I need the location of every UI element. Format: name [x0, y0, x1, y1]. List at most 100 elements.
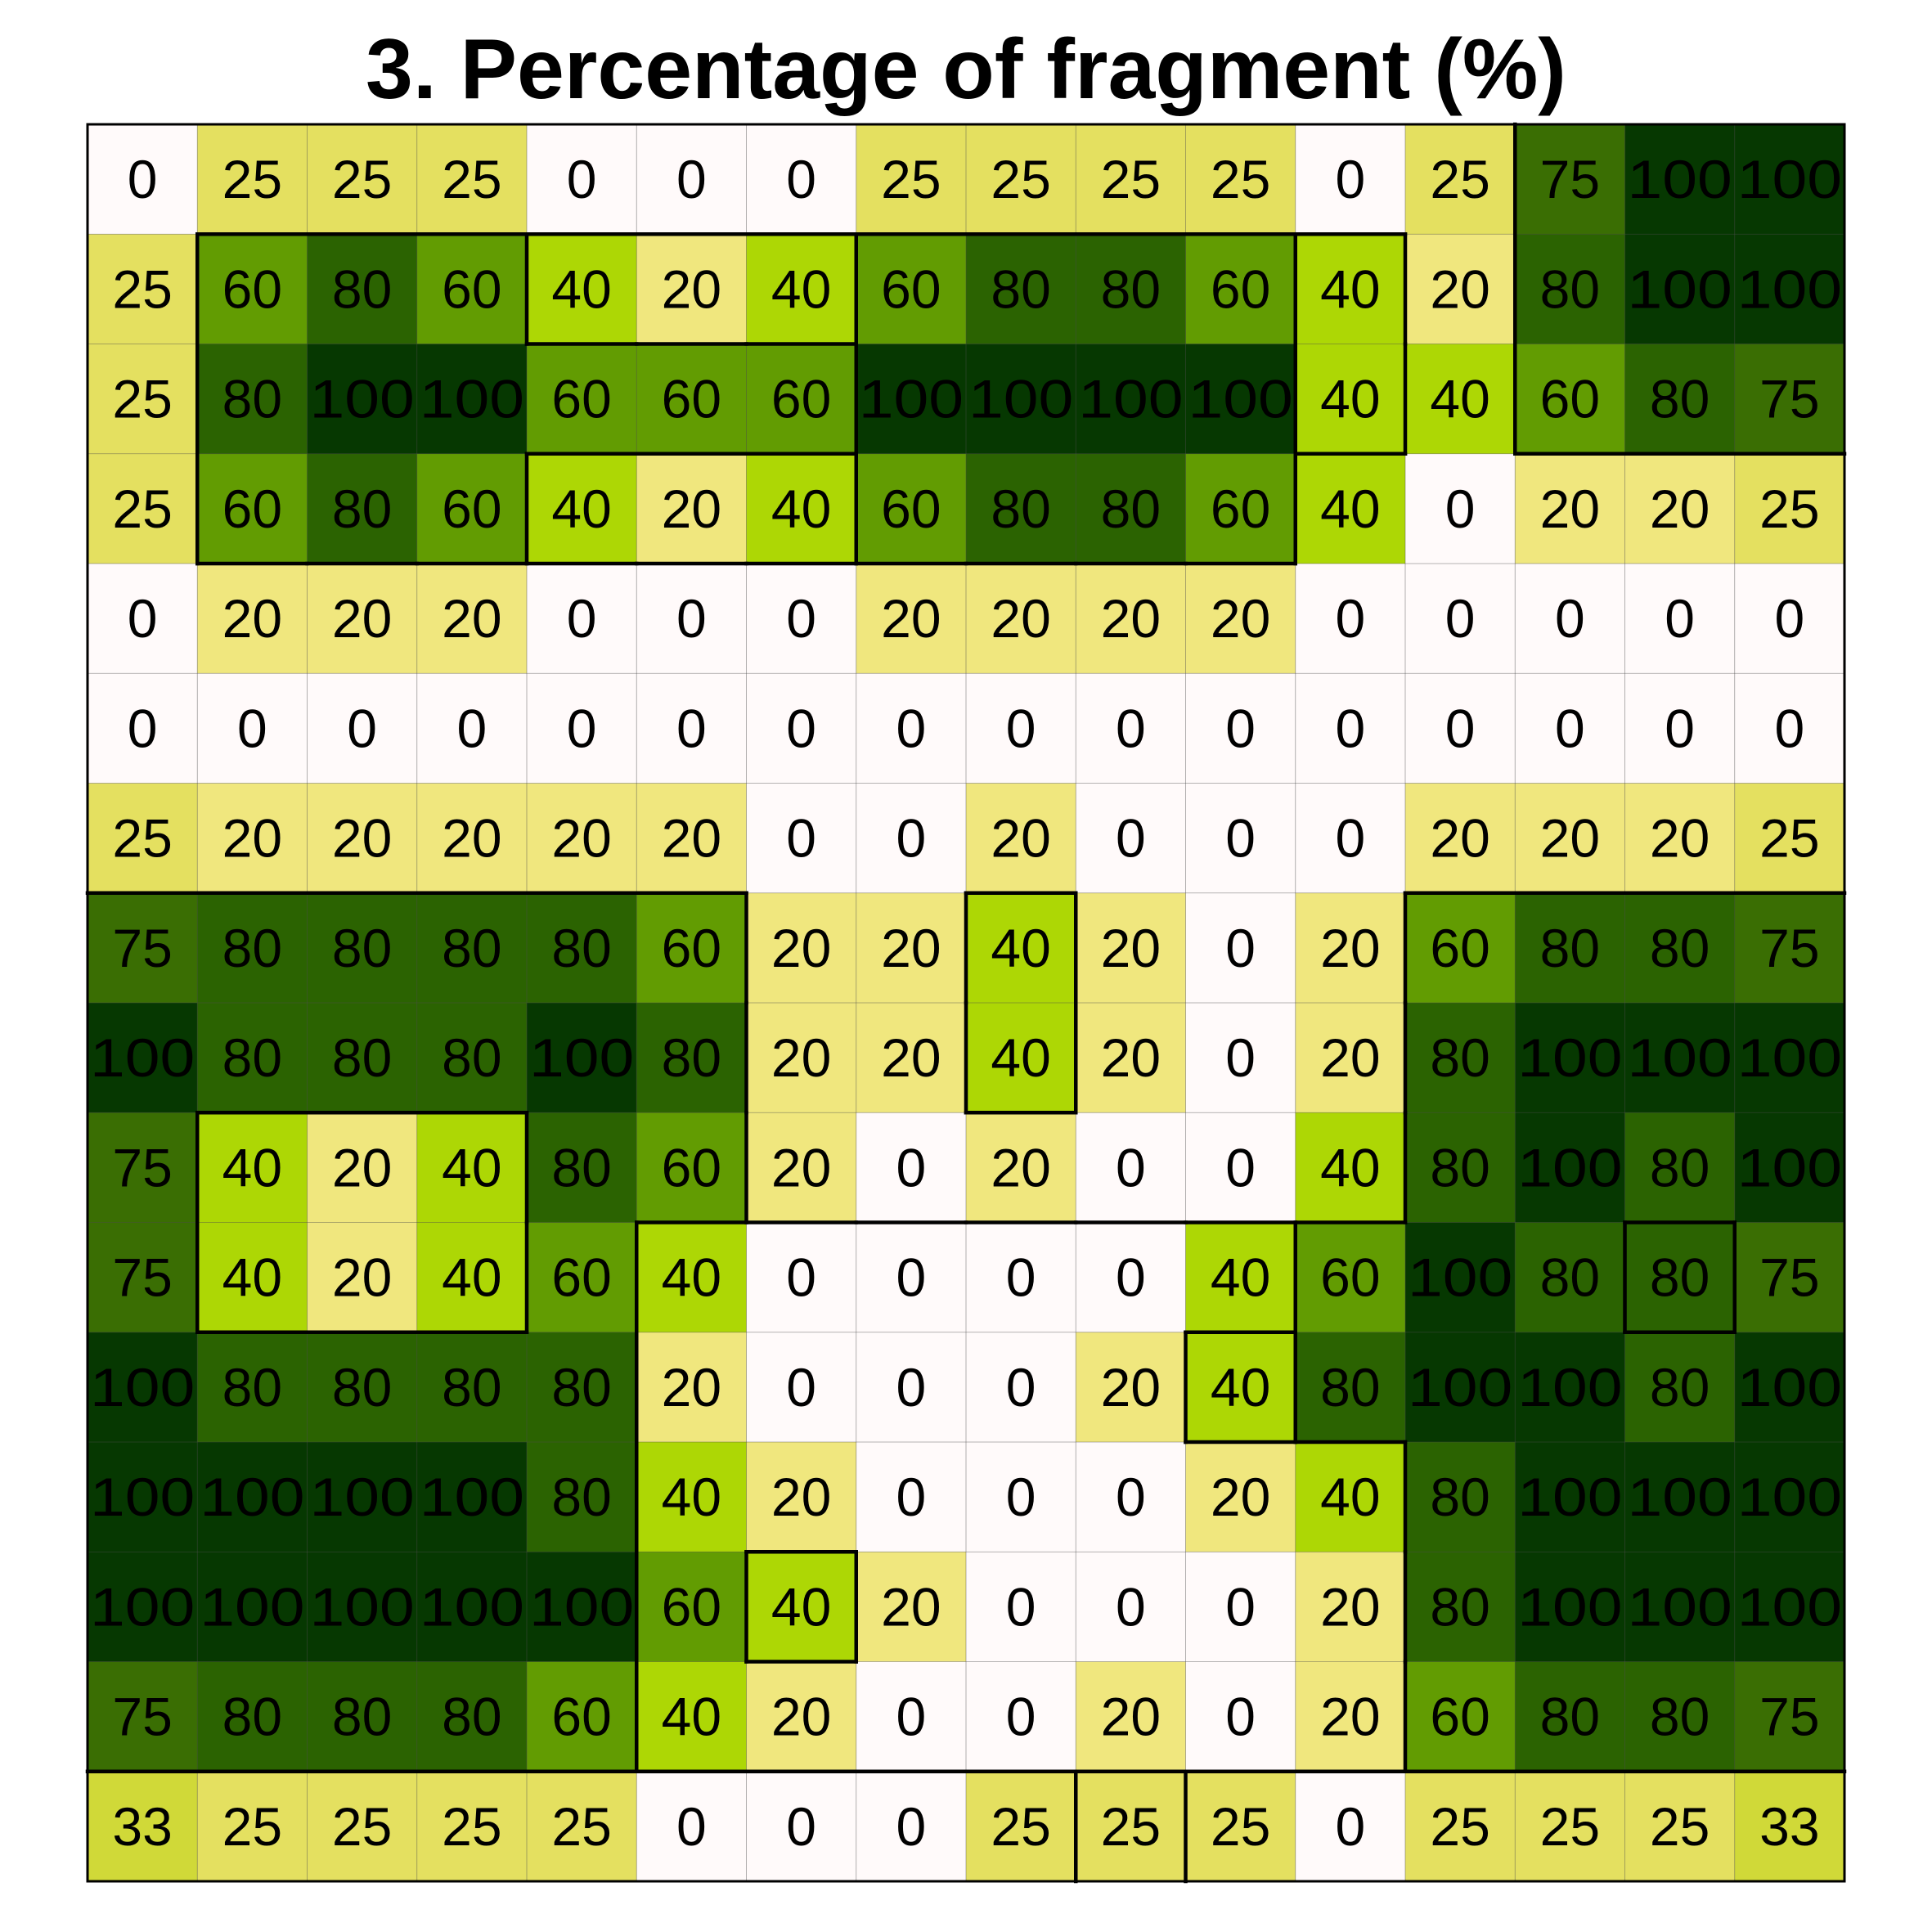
heatmap-cell-r14-c11	[1295, 1661, 1406, 1772]
cell-label-r3-c7: 60	[881, 479, 941, 539]
cell-label-r4-c12: 0	[1445, 588, 1476, 649]
heatmap-cell-r5-c2	[307, 673, 418, 784]
heatmap-cell-r12-c8	[966, 1442, 1076, 1552]
heatmap-cell-r15-c0	[88, 1771, 198, 1882]
cell-label-r15-c4: 25	[551, 1796, 611, 1857]
cell-label-r6-c12: 20	[1430, 808, 1489, 869]
cell-label-r4-c7: 20	[881, 588, 941, 649]
cell-label-r3-c5: 20	[662, 479, 721, 539]
heatmap-cell-r15-c9	[1076, 1771, 1186, 1882]
cell-label-r12-c11: 40	[1320, 1467, 1380, 1527]
heatmap-cell-r5-c14	[1624, 673, 1736, 784]
cell-label-r3-c15: 25	[1759, 479, 1819, 539]
heatmap-cell-r14-c1	[197, 1661, 308, 1772]
heatmap-cell-r6-c2	[307, 783, 418, 894]
heatmap-cell-r6-c8	[966, 783, 1076, 894]
cell-label-r10-c14: 80	[1650, 1247, 1710, 1308]
heatmap-cell-r14-c5	[636, 1661, 747, 1772]
cell-label-r11-c8: 0	[1006, 1357, 1036, 1418]
cell-label-r1-c10: 60	[1211, 258, 1270, 319]
heatmap-cell-r10-c12	[1405, 1222, 1516, 1333]
heatmap-cell-r12-c6	[746, 1442, 857, 1552]
cell-label-r10-c9: 0	[1116, 1247, 1146, 1308]
heatmap-cell-r3-c1	[197, 453, 308, 564]
heatmap-cell-r8-c7	[856, 1003, 967, 1113]
cell-label-r7-c7: 20	[881, 918, 941, 978]
cell-label-r14-c1: 80	[222, 1687, 282, 1747]
heatmap-cell-r13-c8	[966, 1552, 1076, 1662]
heatmap-cell-r5-c12	[1405, 673, 1516, 784]
cell-label-r2-c15: 75	[1759, 369, 1819, 429]
cell-label-r14-c8: 0	[1006, 1687, 1036, 1747]
cell-label-r2-c14: 80	[1650, 369, 1710, 429]
cell-label-r9-c5: 60	[662, 1137, 721, 1197]
cell-label-r15-c12: 25	[1430, 1796, 1489, 1857]
heatmap-cell-r7-c5	[636, 892, 747, 1004]
heatmap-cell-r10-c7	[856, 1222, 967, 1333]
cell-label-r6-c15: 25	[1759, 808, 1819, 869]
cell-label-r8-c5: 80	[662, 1027, 721, 1088]
cell-label-r1-c2: 80	[332, 258, 392, 319]
heatmap-cell-r7-c13	[1515, 892, 1625, 1004]
cell-label-r6-c3: 20	[442, 808, 501, 869]
cell-label-r4-c15: 0	[1775, 588, 1805, 649]
cell-label-r8-c8: 40	[991, 1027, 1050, 1088]
heatmap-cell-r5-c15	[1734, 673, 1845, 784]
cell-label-r1-c12: 20	[1430, 258, 1489, 319]
cell-label-r12-c4: 80	[551, 1467, 611, 1527]
heatmap-cell-r14-c10	[1185, 1661, 1296, 1772]
heatmap-cell-r10-c3	[416, 1222, 528, 1333]
heatmap-cell-r0-c1	[197, 124, 308, 235]
cell-label-r6-c6: 0	[786, 808, 816, 869]
cell-label-r0-c5: 0	[676, 149, 707, 209]
plot-frame	[86, 123, 1846, 1883]
heatmap-cell-r0-c3	[416, 124, 528, 235]
cell-label-r2-c13: 60	[1540, 369, 1600, 429]
cell-label-r0-c8: 25	[991, 149, 1050, 209]
cell-label-r6-c13: 20	[1540, 808, 1600, 869]
heatmap-cell-r13-c1	[197, 1552, 308, 1662]
cell-label-r15-c5: 0	[676, 1796, 707, 1857]
heatmap-cell-r14-c9	[1076, 1661, 1186, 1772]
heatmap-cell-r7-c8	[966, 892, 1076, 1004]
heatmap-cell-r1-c4	[527, 234, 637, 344]
heatmap-cell-r8-c14	[1624, 1003, 1736, 1113]
heatmap-cell-r5-c10	[1185, 673, 1296, 784]
cell-label-r1-c4: 40	[551, 258, 611, 319]
cell-label-r0-c13: 75	[1540, 149, 1600, 209]
heatmap-cell-r4-c12	[1405, 564, 1516, 674]
heatmap-cell-r9-c0	[88, 1112, 198, 1223]
heatmap-cell-r2-c8	[966, 344, 1076, 455]
heatmap-cell-r0-c4	[527, 124, 637, 235]
heatmap-cell-r7-c15	[1734, 892, 1845, 1004]
heatmap-cell-r3-c7	[856, 453, 967, 564]
cell-label-r10-c4: 60	[551, 1247, 611, 1308]
cell-label-r8-c0: 100	[90, 1027, 195, 1088]
cell-label-r13-c1: 100	[200, 1576, 304, 1637]
heatmap-cell-r10-c6	[746, 1222, 857, 1333]
heatmap-cell-r11-c8	[966, 1332, 1076, 1443]
heatmap-cell-r1-c11	[1295, 234, 1406, 344]
heatmap-cell-r3-c3	[416, 453, 528, 564]
heatmap-cell-r12-c0	[88, 1442, 198, 1552]
cell-label-r5-c15: 0	[1775, 698, 1805, 758]
cell-label-r6-c10: 0	[1225, 808, 1256, 869]
heatmap-cell-r3-c11	[1295, 453, 1406, 564]
heatmap-cell-r14-c13	[1515, 1661, 1625, 1772]
heatmap-cell-r13-c7	[856, 1552, 967, 1662]
cell-label-r15-c14: 25	[1650, 1796, 1710, 1857]
heatmap-cell-r15-c12	[1405, 1771, 1516, 1882]
cell-label-r2-c12: 40	[1430, 369, 1489, 429]
heatmap-cell-r1-c0	[88, 234, 198, 344]
cell-label-r2-c2: 100	[310, 369, 415, 429]
heatmap-cell-r2-c7	[856, 344, 967, 455]
cell-label-r10-c3: 40	[442, 1247, 501, 1308]
cell-label-r2-c0: 25	[112, 369, 172, 429]
heatmap-cell-r6-c10	[1185, 783, 1296, 894]
cell-label-r9-c1: 40	[222, 1137, 282, 1197]
heatmap-cell-r13-c12	[1405, 1552, 1516, 1662]
heatmap-cell-r0-c13	[1515, 124, 1625, 235]
cell-label-r11-c6: 0	[786, 1357, 816, 1418]
cell-label-r3-c6: 40	[771, 479, 831, 539]
